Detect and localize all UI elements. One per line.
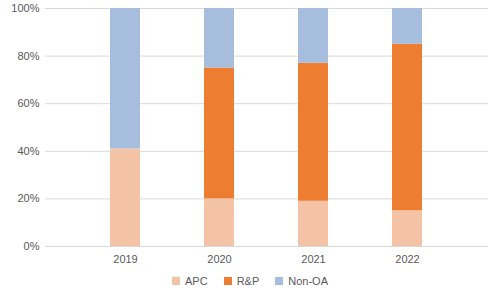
svg-text:40%: 40% bbox=[17, 145, 39, 157]
svg-text:2019: 2019 bbox=[113, 253, 137, 265]
svg-text:20%: 20% bbox=[17, 192, 39, 204]
html-text:APC: APC bbox=[185, 274, 208, 287]
svg-text:80%: 80% bbox=[17, 50, 39, 62]
svg-text:2022: 2022 bbox=[395, 253, 419, 265]
svg-text:60%: 60% bbox=[17, 97, 39, 109]
html-text:Non-OA: Non-OA bbox=[288, 274, 328, 287]
svg-text:0%: 0% bbox=[24, 240, 40, 252]
svg-text:2020: 2020 bbox=[207, 253, 231, 265]
html-text:R&P: R&P bbox=[236, 274, 260, 287]
svg-text:2021: 2021 bbox=[301, 253, 325, 265]
svg-text:100%: 100% bbox=[11, 2, 39, 14]
